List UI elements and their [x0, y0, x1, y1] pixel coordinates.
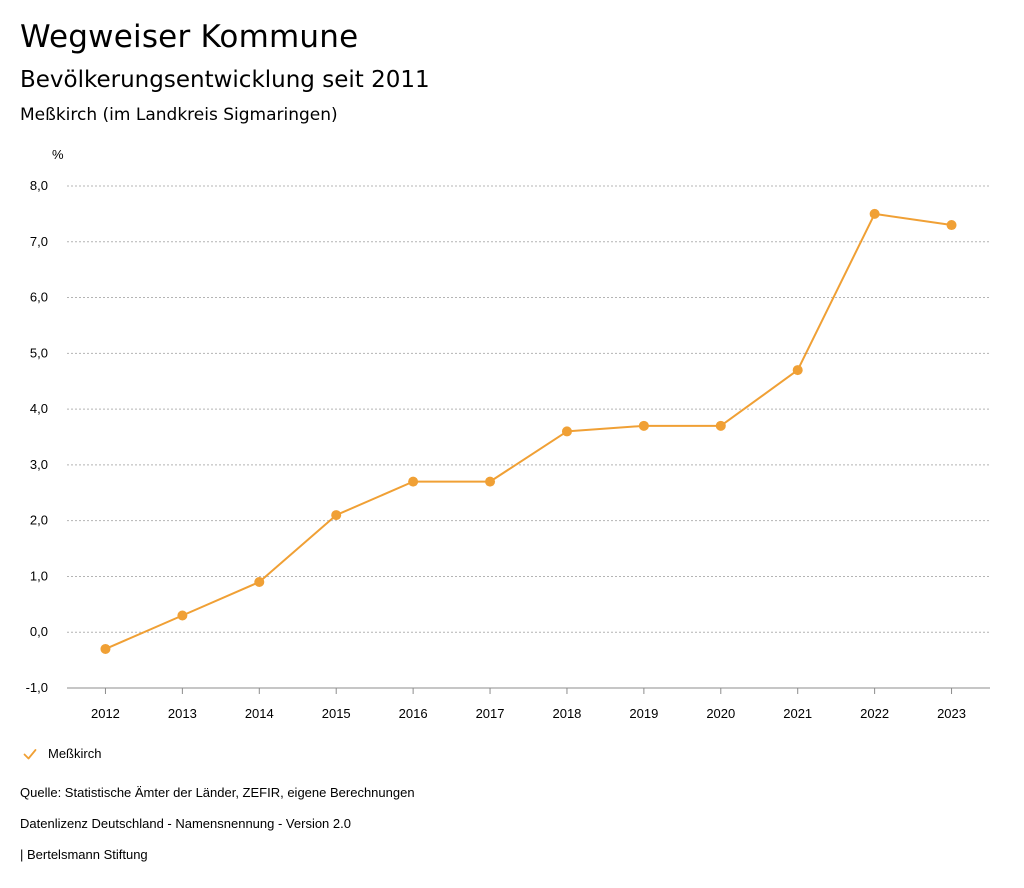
series-line [105, 212, 952, 650]
x-tick-label: 2019 [629, 706, 658, 721]
y-tick-label: 3,0 [30, 457, 48, 472]
data-point[interactable] [715, 420, 726, 431]
x-tick-label: 2018 [552, 706, 581, 721]
data-point[interactable] [638, 420, 649, 431]
data-point[interactable] [869, 208, 880, 219]
y-tick-label: 2,0 [30, 513, 48, 528]
y-tick-label: 8,0 [30, 178, 48, 193]
x-tick-label: 2023 [937, 706, 966, 721]
check-icon [22, 746, 38, 762]
chart-title: Wegweiser Kommune [20, 19, 359, 55]
legend-label: Meßkirch [48, 746, 102, 761]
x-tick-label: 2016 [399, 706, 428, 721]
chart-subtitle: Bevölkerungsentwicklung seit 2011 [20, 67, 430, 93]
data-point[interactable] [177, 610, 188, 621]
y-tick-label: 7,0 [30, 234, 48, 249]
legend[interactable]: Meßkirch [22, 745, 101, 763]
y-tick-label: 5,0 [30, 345, 48, 360]
license-note: Datenlizenz Deutschland - Namensnennung … [20, 816, 351, 831]
x-axis-ticks: 2012 2013 2014 2015 2016 2017 2018 2019 2020 2021… [91, 688, 966, 721]
gridlines [67, 185, 990, 689]
data-point[interactable] [792, 365, 803, 376]
y-tick-label: 0,0 [30, 624, 48, 639]
region-label: Meßkirch (im Landkreis Sigmaringen) [20, 105, 338, 125]
x-tick-label: 2022 [860, 706, 889, 721]
x-tick-label: 2012 [91, 706, 120, 721]
x-tick-label: 2013 [168, 706, 197, 721]
x-tick-label: 2021 [783, 706, 812, 721]
x-tick-label: 2020 [706, 706, 735, 721]
y-tick-label: 6,0 [30, 290, 48, 305]
data-point[interactable] [331, 510, 342, 521]
x-tick-label: 2014 [245, 706, 274, 721]
data-point[interactable] [561, 426, 572, 437]
x-tick-label: 2017 [476, 706, 505, 721]
y-tick-label: 4,0 [30, 401, 48, 416]
source-note: Quelle: Statistische Ämter der Länder, Z… [20, 785, 415, 800]
publisher-note: | Bertelsmann Stiftung [20, 847, 148, 862]
y-tick-label: 1,0 [30, 568, 48, 583]
series-layer [100, 208, 957, 654]
y-axis-unit-label: % [52, 147, 64, 162]
line-chart: % -1,00,01,02,03,04,05,06,07,08,0 2012 20… [26, 147, 990, 721]
data-point[interactable] [946, 220, 957, 231]
data-point[interactable] [485, 476, 496, 487]
x-tick-label: 2015 [322, 706, 351, 721]
data-point[interactable] [254, 577, 265, 588]
y-tick-label: -1,0 [26, 680, 48, 695]
data-point[interactable] [100, 643, 111, 654]
y-axis-ticks: -1,0 0,0 1,0 2,0 3,0 4,0 5,0 6,0 7,0 8,0 [26, 178, 48, 695]
data-point[interactable] [408, 476, 419, 487]
